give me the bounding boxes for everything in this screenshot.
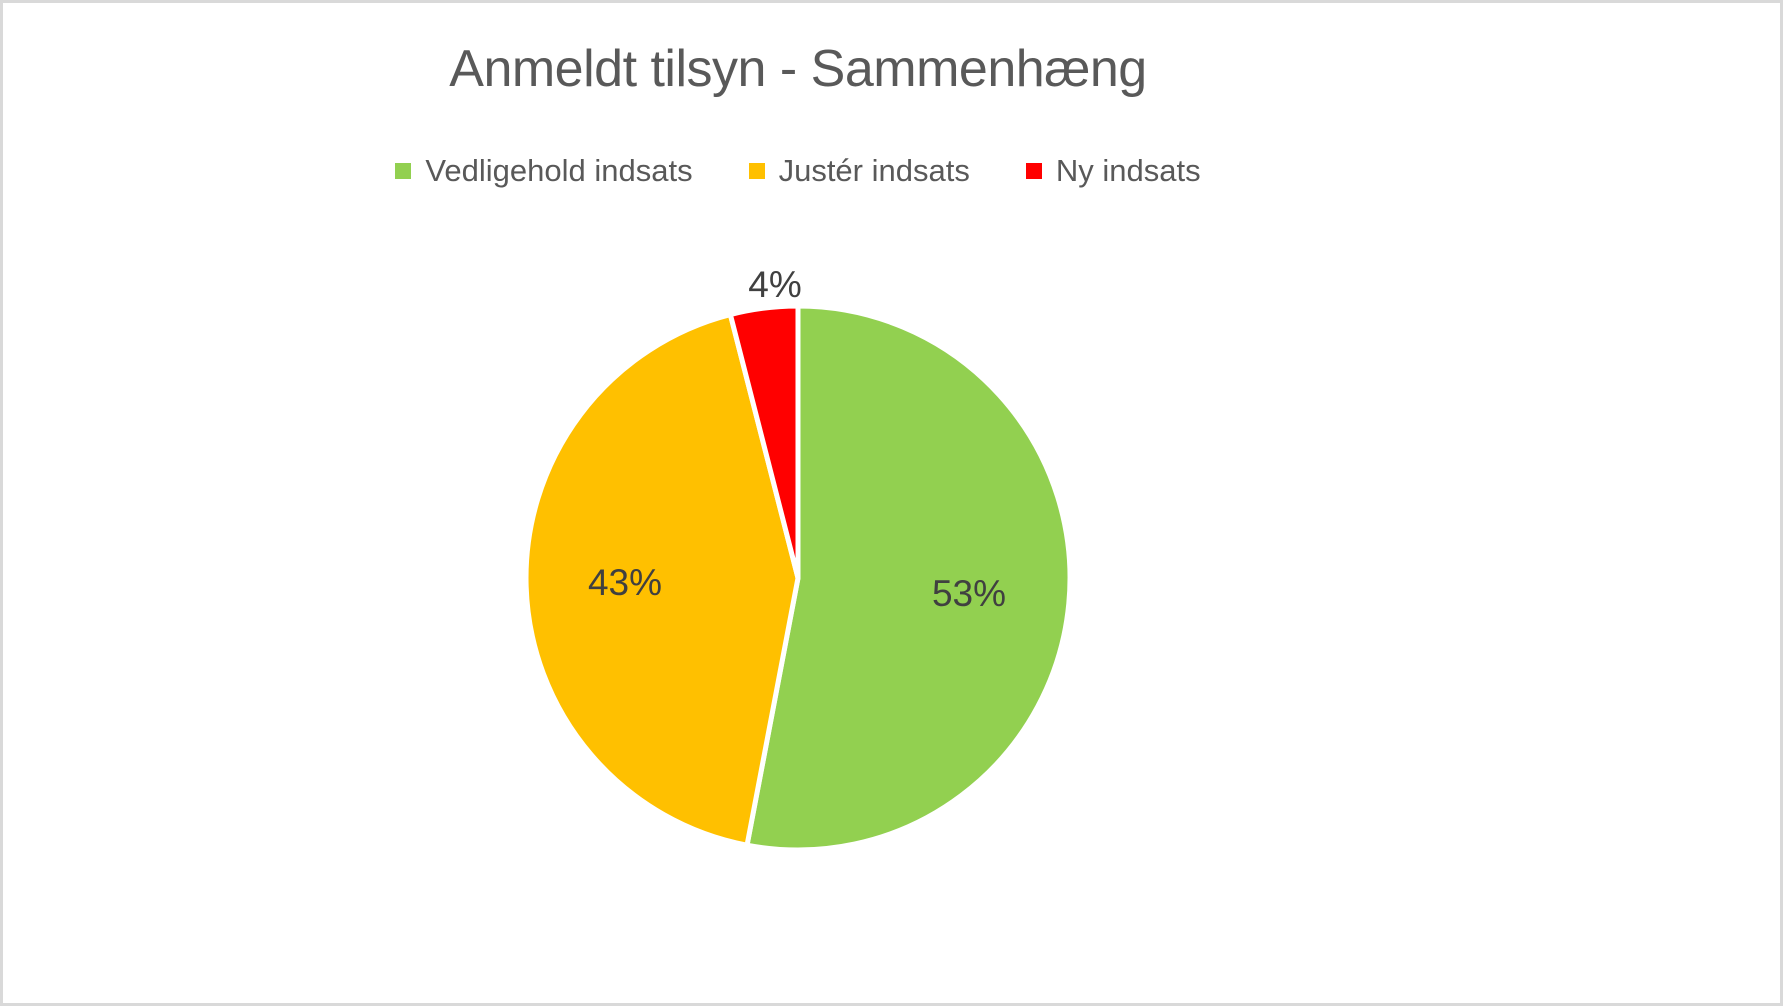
slice-label-vedligehold-indsats: 53% — [931, 573, 1007, 614]
chart-legend: Vedligehold indsats Justér indsats Ny in… — [3, 153, 1593, 189]
legend-item-juster-indsats: Justér indsats — [748, 153, 970, 189]
slice-label-ny-indsats: 4% — [748, 264, 802, 305]
pie-slice-0 — [744, 303, 1073, 853]
pie-slice-1 — [523, 312, 801, 848]
legend-item-ny-indsats: Ny indsats — [1025, 153, 1201, 189]
legend-label: Ny indsats — [1055, 153, 1201, 188]
legend-label: Justér indsats — [778, 153, 970, 188]
legend-swatch-yellow-icon — [748, 163, 765, 179]
pie-chart — [523, 303, 1073, 853]
legend-swatch-green-icon — [395, 163, 412, 179]
legend-swatch-red-icon — [1025, 163, 1042, 179]
chart-title: Anmeldt tilsyn - Sammenhæng — [449, 40, 1147, 98]
chart-content: Anmeldt tilsyn - Sammenhæng Vedligehold … — [3, 3, 1593, 1003]
legend-item-vedligehold-indsats: Vedligehold indsats — [395, 153, 693, 189]
slice-label-juster-indsats: 43% — [587, 562, 663, 603]
pie-slice-2 — [727, 303, 801, 581]
legend-label: Vedligehold indsats — [425, 153, 693, 188]
